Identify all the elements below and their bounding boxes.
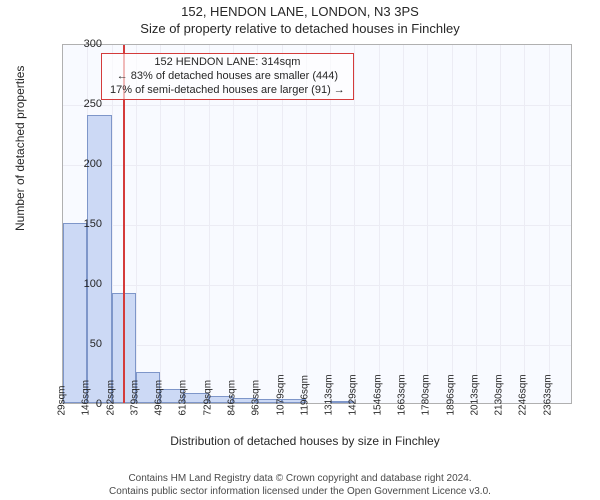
plot-area: 152 HENDON LANE: 314sqm← 83% of detached…	[62, 44, 572, 404]
histogram-chart: Number of detached properties 152 HENDON…	[28, 44, 582, 440]
y-tick-label: 250	[70, 98, 102, 110]
annotation-line-1: 152 HENDON LANE: 314sqm	[110, 56, 345, 70]
attribution-footer: Contains HM Land Registry data © Crown c…	[0, 473, 600, 498]
y-tick-label: 100	[70, 278, 102, 290]
y-tick-label: 50	[70, 338, 102, 350]
y-tick-label: 200	[70, 158, 102, 170]
annotation-line-2: ← 83% of detached houses are smaller (44…	[110, 70, 345, 84]
page-address-title: 152, HENDON LANE, LONDON, N3 3PS	[0, 4, 600, 19]
y-tick-label: 300	[70, 38, 102, 50]
x-axis-label: Distribution of detached houses by size …	[28, 434, 582, 448]
footer-line-2: Contains public sector information licen…	[0, 486, 600, 499]
histogram-bar	[63, 223, 87, 403]
annotation-line-3: 17% of semi-detached houses are larger (…	[110, 84, 345, 98]
y-tick-label: 150	[70, 218, 102, 230]
footer-line-1: Contains HM Land Registry data © Crown c…	[0, 473, 600, 486]
y-axis-label: Number of detached properties	[13, 66, 27, 231]
chart-title: Size of property relative to detached ho…	[0, 21, 600, 36]
property-annotation-box: 152 HENDON LANE: 314sqm← 83% of detached…	[101, 53, 354, 100]
